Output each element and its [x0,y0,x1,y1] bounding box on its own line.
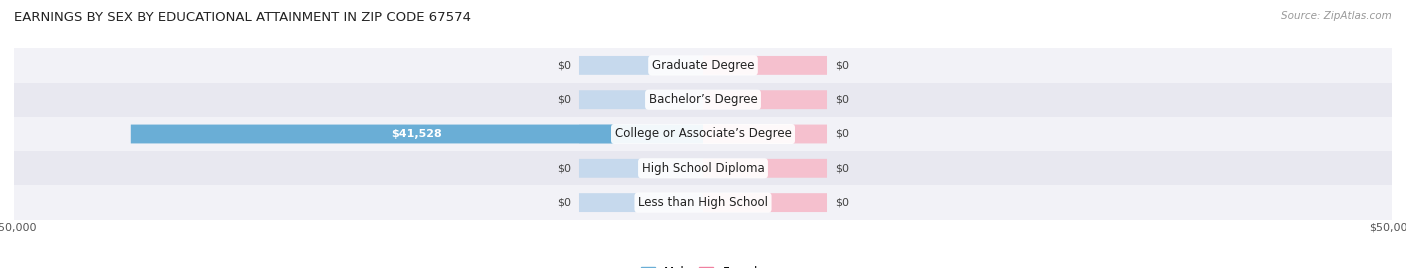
Bar [14,83,1392,117]
Text: $0: $0 [557,163,571,173]
FancyBboxPatch shape [579,159,703,178]
Bar [14,117,1392,151]
Legend: Male, Female: Male, Female [641,266,765,268]
Text: College or Associate’s Degree: College or Associate’s Degree [614,128,792,140]
FancyBboxPatch shape [579,56,703,75]
Text: $0: $0 [835,95,849,105]
Text: $0: $0 [835,129,849,139]
Text: $0: $0 [835,163,849,173]
FancyBboxPatch shape [131,125,703,143]
Text: $0: $0 [557,198,571,208]
Text: $0: $0 [557,95,571,105]
Text: $41,528: $41,528 [391,129,443,139]
FancyBboxPatch shape [703,193,827,212]
FancyBboxPatch shape [579,125,703,143]
Bar [14,151,1392,185]
FancyBboxPatch shape [703,125,827,143]
Text: $0: $0 [835,60,849,70]
Text: $0: $0 [835,198,849,208]
Bar [14,185,1392,220]
Text: Bachelor’s Degree: Bachelor’s Degree [648,93,758,106]
Text: High School Diploma: High School Diploma [641,162,765,175]
Text: EARNINGS BY SEX BY EDUCATIONAL ATTAINMENT IN ZIP CODE 67574: EARNINGS BY SEX BY EDUCATIONAL ATTAINMEN… [14,11,471,24]
Text: $0: $0 [557,60,571,70]
FancyBboxPatch shape [703,90,827,109]
FancyBboxPatch shape [579,193,703,212]
FancyBboxPatch shape [703,56,827,75]
FancyBboxPatch shape [703,159,827,178]
Text: Less than High School: Less than High School [638,196,768,209]
Bar [14,48,1392,83]
Text: Graduate Degree: Graduate Degree [652,59,754,72]
FancyBboxPatch shape [579,90,703,109]
Text: Source: ZipAtlas.com: Source: ZipAtlas.com [1281,11,1392,21]
